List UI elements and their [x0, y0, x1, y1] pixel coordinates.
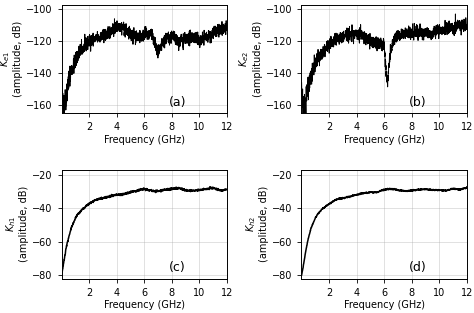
X-axis label: Frequency (GHz): Frequency (GHz) [344, 300, 425, 310]
Y-axis label: $K_{h1}$
(amplitude, dB): $K_{h1}$ (amplitude, dB) [4, 186, 29, 262]
Y-axis label: $K_{e1}$
(amplitude, dB): $K_{e1}$ (amplitude, dB) [0, 21, 23, 97]
Y-axis label: $K_{e2}$
(amplitude, dB): $K_{e2}$ (amplitude, dB) [237, 21, 263, 97]
Text: (a): (a) [169, 96, 187, 109]
X-axis label: Frequency (GHz): Frequency (GHz) [104, 135, 185, 145]
X-axis label: Frequency (GHz): Frequency (GHz) [104, 300, 185, 310]
Text: (d): (d) [409, 261, 427, 274]
Text: (b): (b) [409, 96, 427, 109]
Text: (c): (c) [169, 261, 186, 274]
Y-axis label: $K_{h2}$
(amplitude, dB): $K_{h2}$ (amplitude, dB) [244, 186, 269, 262]
X-axis label: Frequency (GHz): Frequency (GHz) [344, 135, 425, 145]
